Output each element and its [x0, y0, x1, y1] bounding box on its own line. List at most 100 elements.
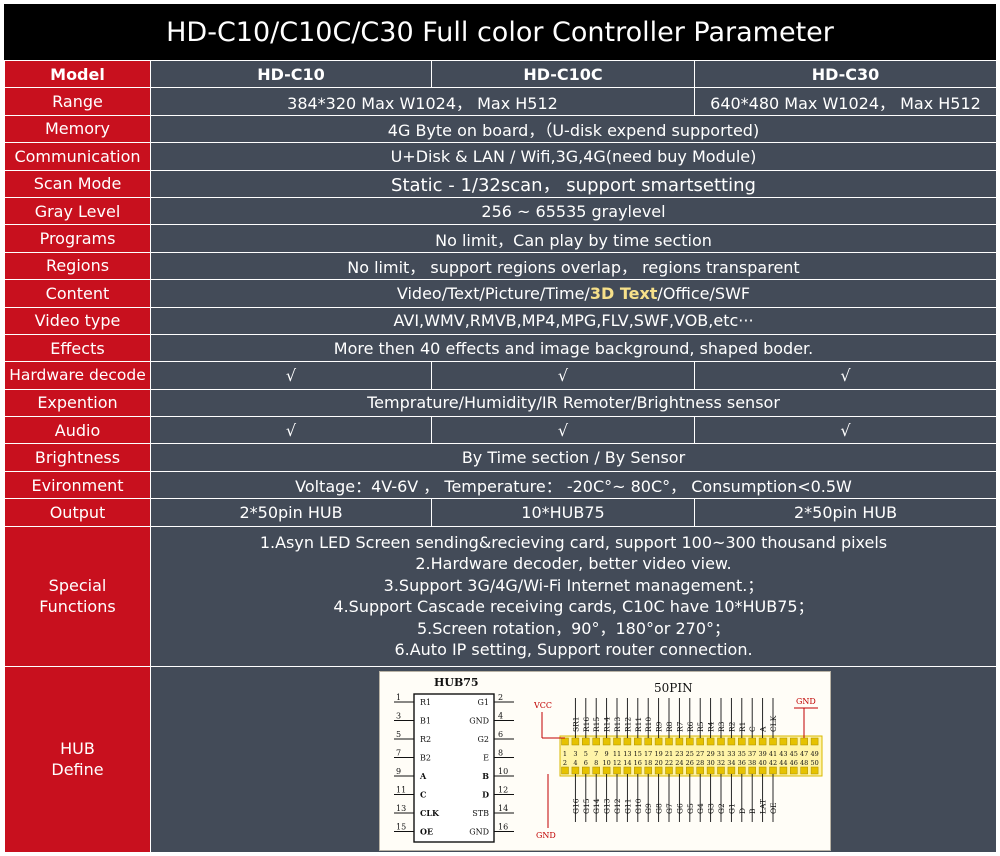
row-value: Temprature/Humidity/IR Remoter/Brightnes… — [150, 388, 997, 418]
page-title: HD-C10/C10C/C30 Full color Controller Pa… — [4, 4, 996, 60]
pin-signal: G7 — [665, 803, 674, 814]
pin-number: 11 — [613, 750, 621, 758]
table-row-range: Range 384*320 Max W1024， Max H512 640*48… — [4, 87, 997, 116]
special-functions-list: 1.Asyn LED Screen sending&recieving card… — [150, 525, 997, 667]
pin-signal: R5 — [696, 721, 705, 732]
pin-signal: R3 — [717, 721, 726, 732]
pin-number: 1 — [563, 750, 567, 758]
hub75-body — [413, 692, 495, 843]
pin-number: 31 — [717, 750, 725, 758]
table-row-hardware-decode: Hardware decode √ √ √ — [4, 361, 997, 390]
pin-number: 24 — [675, 759, 683, 767]
pin-number: 22 — [665, 759, 673, 767]
pin-number: 32 — [717, 759, 725, 767]
pin-pad — [665, 766, 673, 774]
pin-number: 41 — [769, 750, 777, 758]
pin-pad — [790, 737, 798, 745]
pin-pad — [790, 766, 798, 774]
pin-signal: OE — [420, 826, 433, 836]
pin-number: 40 — [758, 759, 766, 767]
pin-signal: G2 — [478, 735, 489, 744]
pin-signal: LAT — [759, 799, 768, 814]
pin-pad — [623, 737, 632, 745]
pin-pad — [769, 737, 777, 745]
pin-number: 36 — [738, 759, 746, 767]
row-label: Communication — [4, 142, 151, 171]
pin-number: 16 — [634, 759, 642, 767]
pin-pad — [696, 737, 704, 745]
table-row-output: Output 2*50pin HUB 10*HUB75 2*50pin HUB — [4, 498, 997, 527]
pin-signal: CLK — [769, 715, 778, 732]
row-label: Evironment — [4, 470, 151, 500]
pin-signal: A — [759, 726, 768, 733]
pin-signal: G12 — [613, 798, 622, 814]
pin-number: 4 — [573, 759, 577, 767]
pin50-pinout: 50PIN12345678910111213141516171819202122… — [534, 681, 823, 840]
table-row-brightness: Brightness By Time section / By Sensor — [4, 443, 997, 472]
pin-number: 47 — [800, 750, 808, 758]
pin-pad — [800, 766, 808, 774]
pin-number: 14 — [623, 759, 631, 767]
pin-pad — [717, 737, 725, 745]
pin-signal: R10 — [644, 716, 653, 731]
table-row-memory: Memory 4G Byte on board，（U-disk expend s… — [4, 114, 997, 144]
pin-pad — [758, 737, 767, 745]
pin-signal: G14 — [592, 798, 601, 814]
pin-pad — [623, 766, 632, 774]
pin-signal: G15 — [582, 798, 591, 814]
vcc-label: VCC — [534, 701, 552, 710]
table-row-video-type: Video type AVI,WMV,RMVB,MP4,MPG,FLV,SWF,… — [4, 306, 997, 335]
pin-signal: G16 — [571, 798, 580, 814]
pin-number: 21 — [665, 750, 673, 758]
pin-pad — [561, 766, 569, 774]
hub-define-cell: HUB75 1 2 R1 G1 3 4 B1 GND 5 6 R2 G2 7 8 B2 E 9 10 A B 11 12 C D… — [150, 665, 997, 853]
pin-number: 6 — [498, 730, 503, 739]
pin-pad — [675, 737, 684, 745]
table-row-effects: Effects More then 40 effects and image b… — [4, 333, 997, 363]
pin-signal: G1 — [478, 698, 489, 707]
pin-number: 1 — [396, 693, 401, 702]
pin-pad — [571, 766, 580, 774]
pin-pad — [758, 766, 767, 774]
check-c30: √ — [694, 361, 997, 390]
list-item: 4.Support Cascade receiving cards, C10C … — [333, 597, 814, 617]
pin-signal: R8 — [665, 721, 674, 732]
pin-pad — [654, 737, 663, 745]
pin-signal: R1 — [738, 721, 747, 731]
pin-pad — [634, 766, 642, 774]
pin-signal: D — [738, 808, 747, 814]
list-item: 6.Auto IP setting, Support router connec… — [394, 640, 753, 660]
row-label: HUB Define — [4, 665, 151, 853]
pin-pad — [686, 766, 694, 774]
pin-pad — [810, 737, 819, 745]
pin-signal: A — [419, 771, 427, 781]
pin-number: 3 — [396, 711, 401, 720]
pin-signal: R6 — [686, 721, 695, 732]
pin-signal: OE — [769, 802, 778, 814]
table-row-gray-level: Gray Level 256 ~ 65535 graylevel — [4, 196, 997, 226]
hub-pinout-diagram: HUB75 1 2 R1 G1 3 4 B1 GND 5 6 R2 G2 7 8 B2 E 9 10 A B 11 12 C D… — [379, 670, 831, 851]
pin-pad — [738, 737, 746, 745]
table-row-model: Model HD-C10 HD-C10C HD-C30 — [4, 59, 997, 89]
pin-pad — [602, 737, 611, 745]
pin-number: 15 — [396, 822, 406, 831]
pin-signal: G4 — [696, 803, 705, 814]
pin-pad — [613, 766, 621, 774]
special-label-line1: Special — [48, 576, 107, 596]
pin-signal: G9 — [644, 803, 653, 814]
pin-number: 7 — [396, 748, 401, 757]
range-c30: 640*480 Max W1024， Max H512 — [694, 87, 997, 116]
spec-table: Model HD-C10 HD-C10C HD-C30 Range 384*32… — [4, 59, 997, 853]
pin-number: 26 — [686, 759, 694, 767]
hub75-title: HUB75 — [434, 676, 479, 689]
table-row-programs: Programs No limit，Can play by time secti… — [4, 224, 997, 253]
pin-number: 30 — [706, 759, 714, 767]
pin-pad — [644, 737, 652, 745]
pin-pad — [686, 737, 694, 745]
output-c10: 2*50pin HUB — [150, 498, 432, 527]
gnd-bottom-label: GND — [536, 831, 556, 840]
row-label: Gray Level — [4, 196, 151, 226]
pin-number: 5 — [396, 730, 401, 739]
pin-number: 43 — [779, 750, 787, 758]
